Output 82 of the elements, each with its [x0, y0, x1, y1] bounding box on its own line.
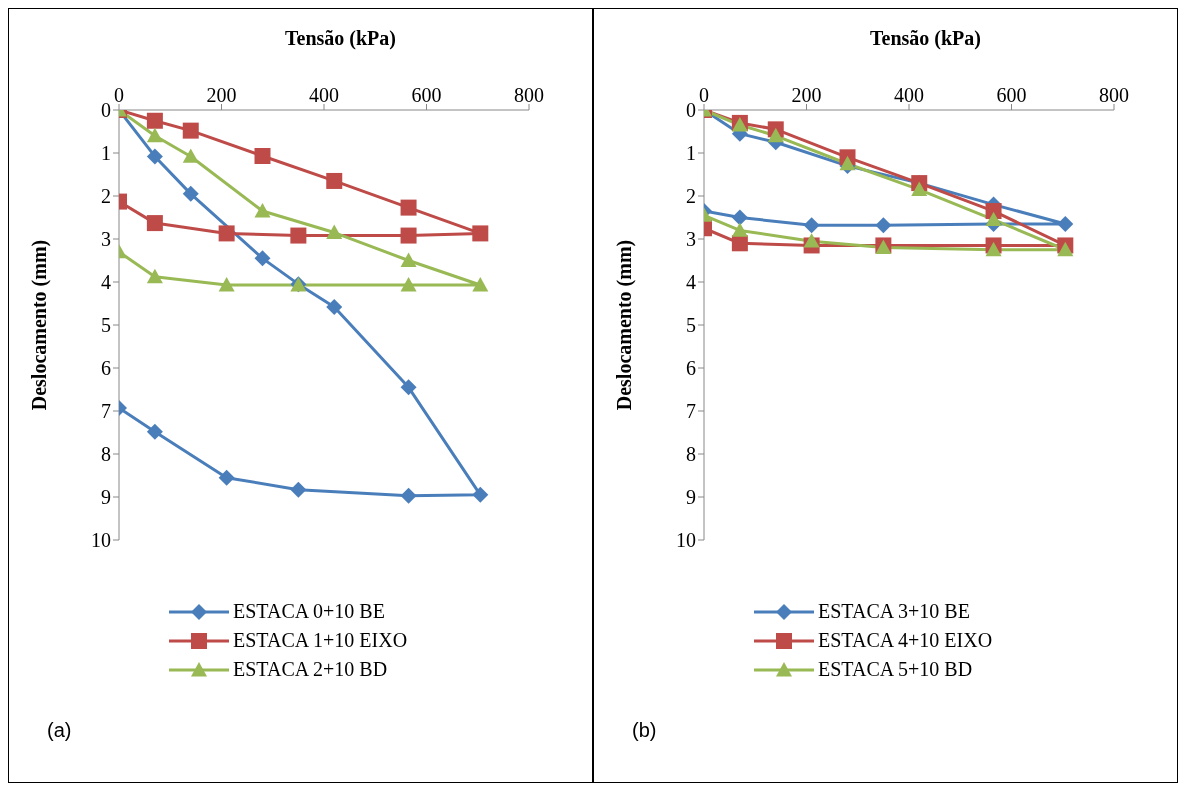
point [254, 250, 271, 267]
chart-title: Tensão (kPa) [869, 27, 982, 50]
y-tick-label: 0 [101, 99, 111, 122]
y-tick-label: 8 [101, 443, 111, 466]
y-tick-label: 3 [101, 228, 111, 251]
y-axis-title: Deslocamento (mm) [613, 239, 637, 411]
point [875, 217, 892, 234]
y-tick-label: 7 [101, 400, 111, 423]
y-axis-title: Deslocamento (mm) [28, 239, 52, 411]
point [146, 215, 163, 232]
y-tick-label: 10 [91, 529, 111, 552]
point [290, 227, 307, 244]
x-tick-label: 600 [411, 84, 442, 106]
x-tick-label: 800 [1099, 84, 1129, 106]
point [1057, 241, 1074, 257]
y-tick-label: 4 [686, 271, 696, 294]
legend-label: ESTACA 4+10 EIXO [818, 629, 993, 652]
y-tick-label: 2 [101, 185, 111, 208]
legend-label: ESTACA 2+10 BD [233, 658, 388, 681]
point [326, 298, 343, 315]
point [182, 122, 199, 139]
point [218, 277, 235, 292]
text: (a) [47, 719, 72, 742]
point [400, 227, 417, 244]
point [985, 241, 1002, 257]
point [400, 277, 417, 292]
point [400, 252, 417, 267]
y-tick-label: 2 [686, 185, 696, 208]
y-tick-label: 8 [686, 443, 696, 466]
point [218, 469, 235, 486]
point [803, 217, 820, 234]
text: (b) [632, 719, 657, 742]
x-tick-label: 600 [996, 84, 1027, 106]
y-tick-label: 0 [686, 99, 696, 122]
point [472, 486, 489, 503]
y-tick-label: 4 [101, 271, 111, 294]
y-tick-label: 6 [101, 357, 111, 380]
point [146, 423, 163, 440]
y-tick-label: 6 [686, 357, 696, 380]
point [146, 112, 163, 129]
point [218, 225, 235, 242]
point [472, 225, 489, 242]
legend-label: ESTACA 1+10 EIXO [233, 629, 408, 652]
point [182, 185, 199, 202]
point [290, 481, 307, 498]
point [326, 172, 343, 189]
x-tick-label: 800 [514, 84, 544, 106]
point [731, 209, 748, 226]
point [767, 127, 784, 143]
point [985, 211, 1002, 227]
point [254, 203, 271, 218]
point [182, 148, 199, 163]
y-tick-label: 7 [686, 400, 696, 423]
y-tick-label: 9 [101, 486, 111, 509]
point [472, 277, 489, 292]
point [146, 127, 163, 143]
point [400, 379, 417, 396]
y-tick-label: 9 [686, 486, 696, 509]
x-tick-label: 400 [894, 84, 924, 106]
y-tick-label: 3 [686, 228, 696, 251]
point [254, 148, 271, 165]
x-tick-label: 400 [309, 84, 339, 106]
legend-label: ESTACA 3+10 BE [818, 600, 970, 623]
chart-title: Tensão (kPa) [284, 27, 397, 50]
y-tick-label: 5 [686, 314, 696, 337]
point [326, 224, 343, 239]
y-tick-label: 1 [101, 142, 111, 165]
y-tick-label: 5 [101, 314, 111, 337]
point [1057, 215, 1074, 232]
legend-label: ESTACA 0+10 BE [233, 600, 385, 623]
point [803, 233, 820, 248]
point [146, 148, 163, 165]
legend-label: ESTACA 5+10 BD [818, 658, 973, 681]
point [911, 181, 928, 196]
point [400, 199, 417, 216]
y-tick-label: 10 [676, 529, 696, 552]
point [146, 268, 163, 284]
point [400, 487, 417, 504]
y-tick-label: 1 [686, 142, 696, 165]
x-tick-label: 200 [206, 84, 237, 106]
x-tick-label: 200 [791, 84, 822, 106]
point [731, 222, 748, 237]
